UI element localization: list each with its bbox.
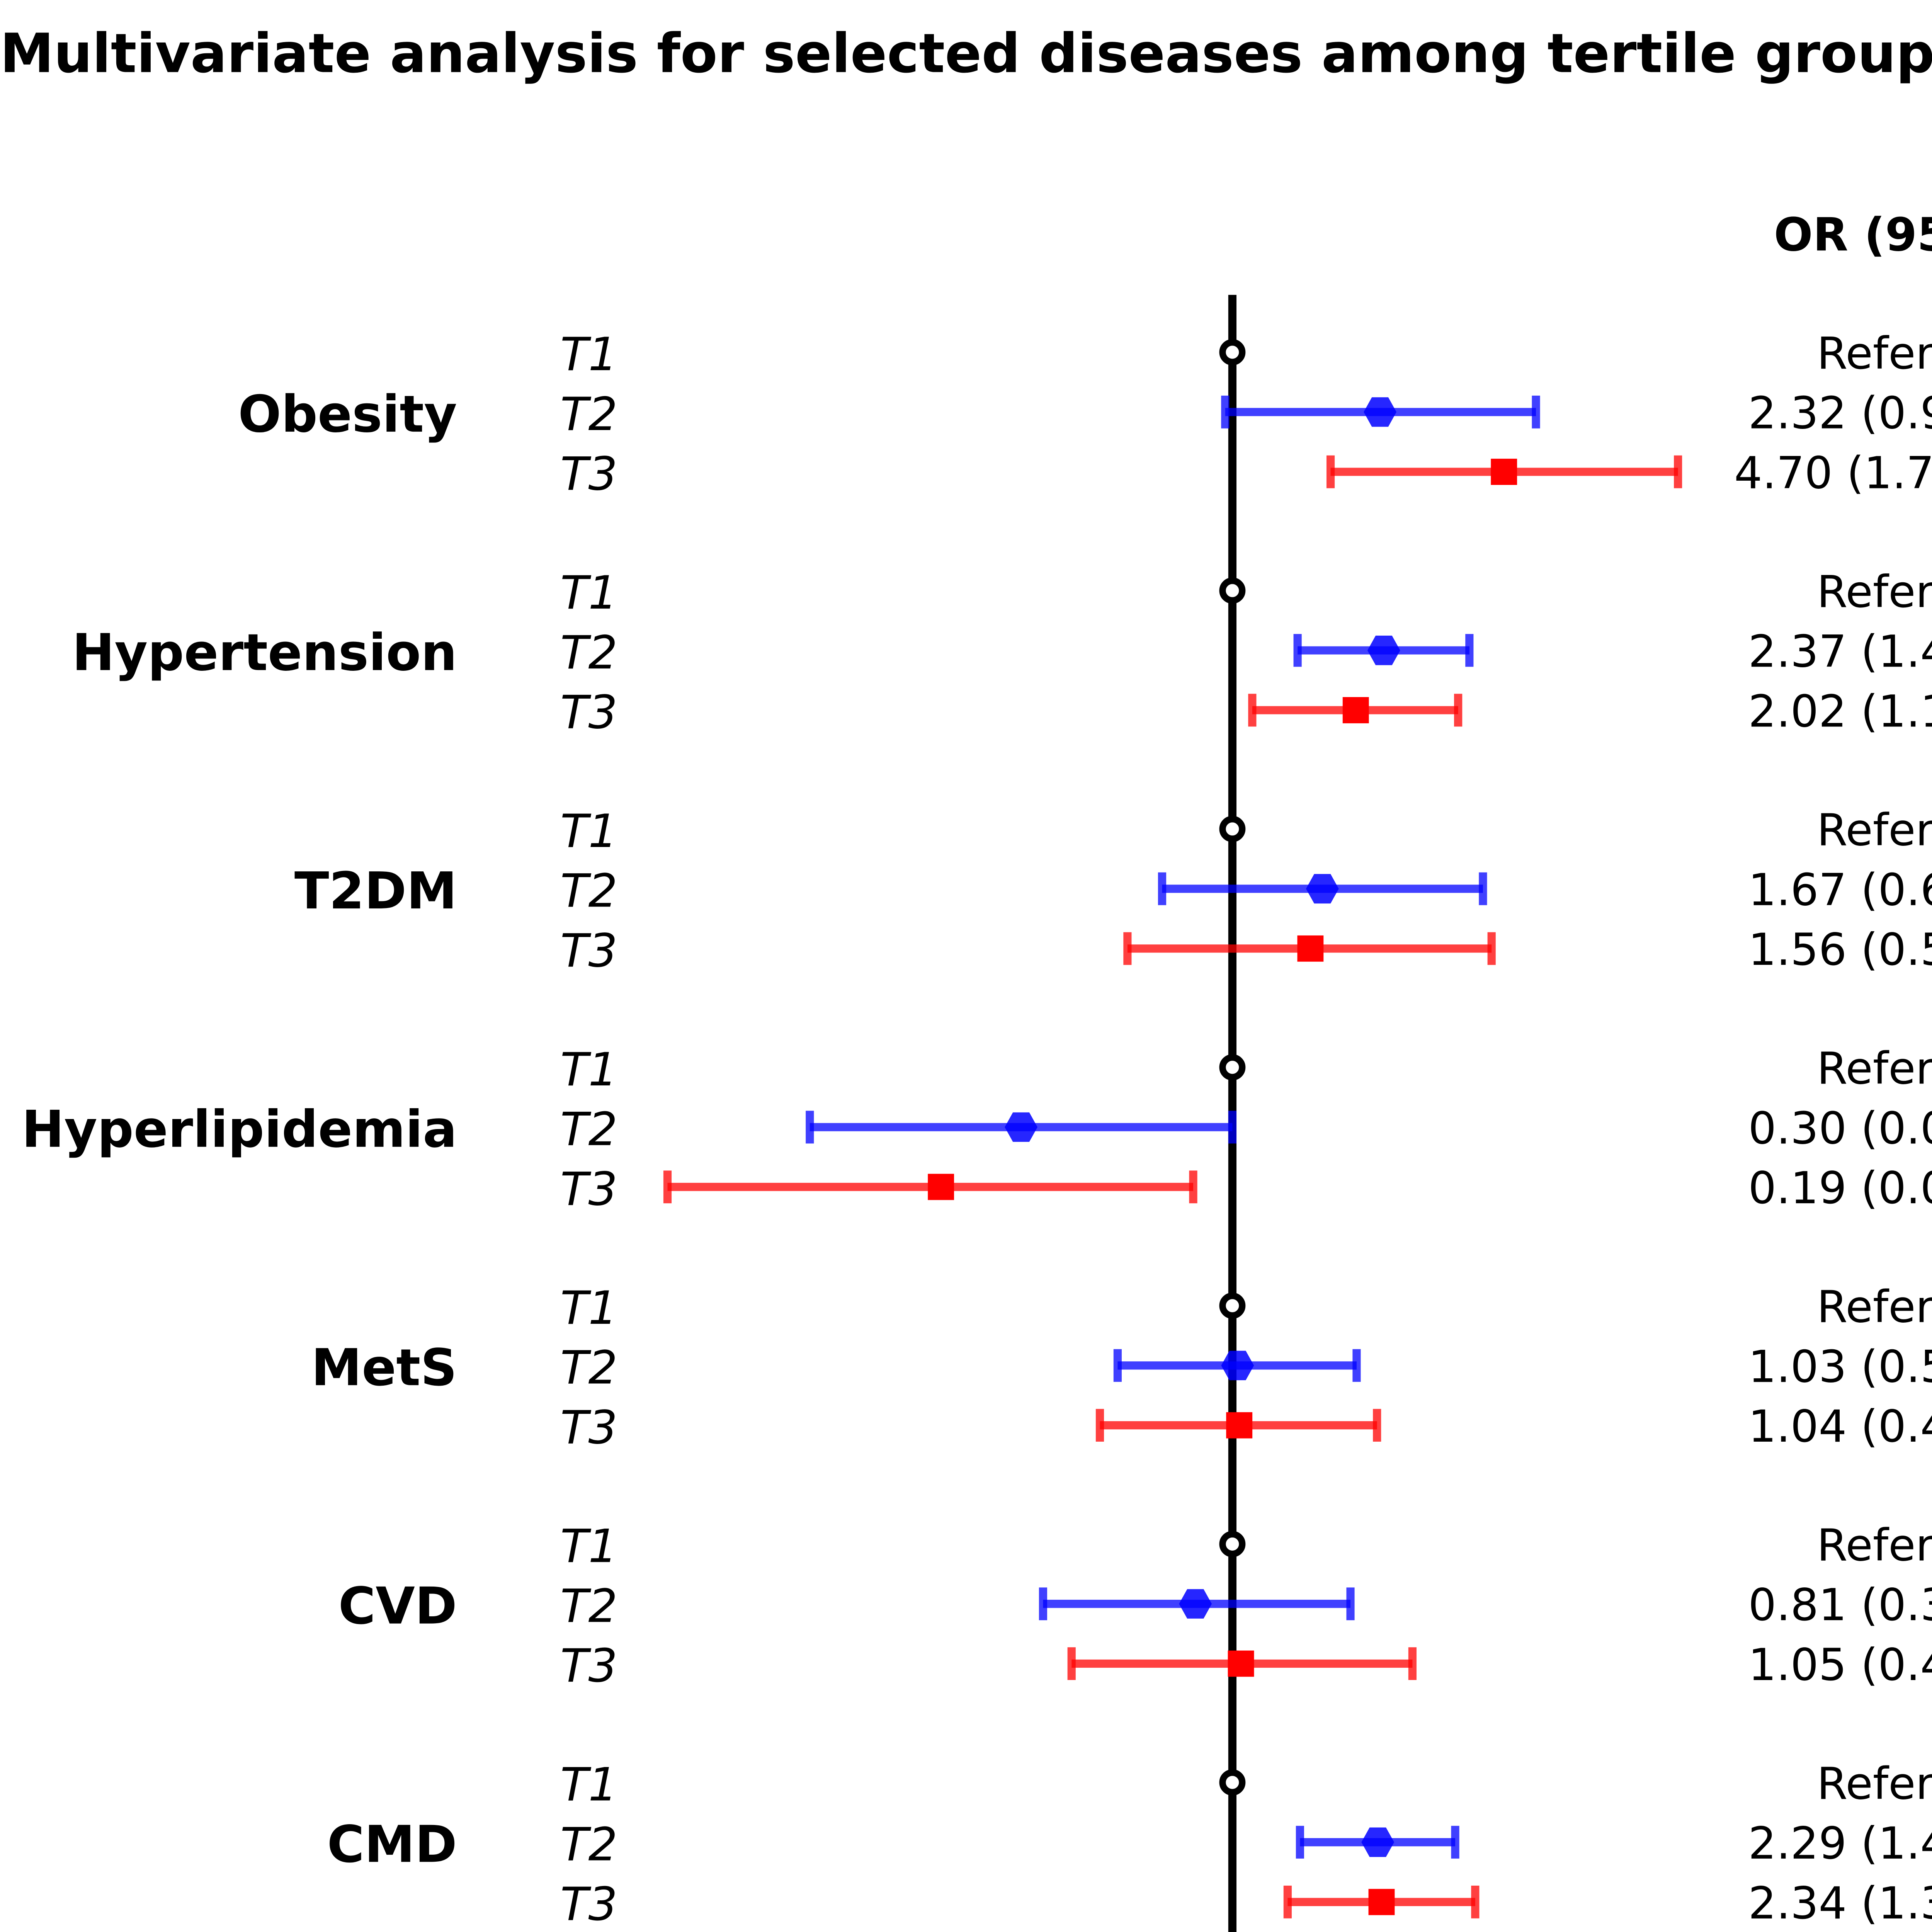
or-ci-value: 0.81 (0.34-1.96): [1748, 1579, 1932, 1631]
disease-group-mets: MetST1ReferenceT21.03 (0.52-2.03)0.943T3…: [311, 1281, 1932, 1454]
or-ci-value: Reference: [1817, 1281, 1932, 1333]
or-ci-value: 1.56 (0.55-4.38): [1748, 924, 1932, 975]
tertile-label: T1: [560, 328, 617, 381]
or-point-hexagon: [1005, 1112, 1037, 1142]
disease-label: Hypertension: [72, 623, 457, 682]
tertile-label: T2: [560, 1818, 617, 1871]
tertile-label: T3: [560, 1162, 617, 1216]
disease-label: T2DM: [294, 861, 457, 920]
or-point-hexagon: [1179, 1589, 1212, 1619]
reference-point-circle: [1219, 1769, 1246, 1796]
or-point-hexagon: [1306, 874, 1339, 904]
tertile-label: T2: [560, 388, 617, 441]
or-ci-value: Reference: [1817, 566, 1932, 617]
reference-point-circle: [1219, 339, 1246, 366]
tertile-label: T3: [560, 924, 617, 977]
disease-group-t2dm: T2DMT1ReferenceT21.67 (0.67-4.17)0.271T3…: [294, 804, 1932, 978]
tertile-label: T3: [560, 686, 617, 739]
or-point-hexagon: [1367, 636, 1400, 665]
disease-group-hyperlipidemia: Hyperlipidemia T1 Reference T2 0.30 (0.09-1.…: [22, 1043, 1932, 1216]
or-ci-value: 0.19 (0.04-0.80): [1748, 1162, 1932, 1214]
tertile-label: T3: [560, 1878, 617, 1931]
or-ci-value: 1.05 (0.40-2.79): [1748, 1639, 1932, 1690]
reference-point-circle: [1219, 816, 1246, 842]
reference-point-circle: [1219, 1531, 1246, 1557]
or-ci-value: 0.30 (0.09-1.00): [1748, 1102, 1932, 1154]
or-point-hexagon: [1361, 1827, 1395, 1857]
tertile-label: T1: [560, 566, 617, 619]
or-ci-value: 4.70 (1.75-12.67): [1734, 447, 1932, 498]
tertile-label: T1: [560, 804, 617, 858]
or-ci-value: 2.34 (1.37-3.99): [1748, 1878, 1932, 1929]
disease-label: Hyperlipidemia: [22, 1100, 457, 1159]
tertile-label: T1: [560, 1758, 617, 1811]
tertile-label: T3: [560, 1639, 617, 1692]
tertile-label: T1: [560, 1281, 617, 1335]
or-ci-value: 2.32 (0.96-5.64): [1748, 388, 1932, 439]
or-ci-value: Reference: [1817, 1043, 1932, 1094]
disease-label: CMD: [327, 1815, 457, 1874]
disease-label: Obesity: [238, 384, 457, 444]
disease-group-cvd: CVDT1ReferenceT20.81 (0.34-1.96)0.639T31…: [338, 1519, 1932, 1692]
or-ci-value: Reference: [1817, 1758, 1932, 1809]
or-ci-value: 2.37 (1.45-3.86): [1748, 626, 1932, 677]
tertile-label: T2: [560, 1341, 617, 1395]
or-point-square: [1226, 1412, 1253, 1439]
or-ci-value: Reference: [1817, 804, 1932, 856]
or-ci-value: 1.03 (0.52-2.03): [1748, 1341, 1932, 1392]
or-ci-value: 2.02 (1.12-3.62): [1748, 685, 1932, 737]
or-point-hexagon: [1364, 397, 1397, 427]
or-point-square: [1342, 697, 1369, 723]
disease-label: CVD: [338, 1577, 457, 1636]
or-ci-value: 1.04 (0.47-2.28): [1748, 1401, 1932, 1452]
tertile-label: T3: [560, 1401, 617, 1454]
reference-point-circle: [1219, 577, 1246, 604]
reference-point-circle: [1219, 1054, 1246, 1081]
or-point-square: [1297, 935, 1324, 962]
tertile-label: T2: [560, 626, 617, 679]
or-ci-value: 1.67 (0.67-4.17): [1748, 864, 1932, 915]
tertile-label: T3: [560, 447, 617, 501]
tertile-label: T2: [560, 864, 617, 918]
forest-rows: ObesityT1ReferenceT22.32 (0.96-5.64)0.06…: [22, 295, 1932, 1932]
or-ci-value: 2.29 (1.47-3.56): [1748, 1818, 1932, 1869]
tertile-label: T1: [560, 1043, 617, 1096]
or-point-square: [1228, 1650, 1254, 1677]
chart-title: Multivariate analysis for selected disea…: [0, 22, 1932, 85]
disease-group-hypertension: Hypertension T1 Reference T2 2.37 (1.45-3.86…: [72, 566, 1932, 739]
tertile-label: T2: [560, 1579, 617, 1633]
tertile-label: T1: [560, 1520, 617, 1573]
reference-point-circle: [1219, 1293, 1246, 1319]
or-ci-value: Reference: [1817, 1519, 1932, 1571]
or-point-square: [1491, 459, 1517, 485]
or-point-square: [1368, 1889, 1395, 1915]
or-point-hexagon: [1221, 1350, 1254, 1381]
or-ci-value: Reference: [1817, 328, 1932, 379]
or-ci-column-header: OR (95% CI): [1774, 208, 1932, 262]
or-point-square: [928, 1173, 954, 1200]
tertile-label: T2: [560, 1103, 617, 1156]
disease-label: MetS: [311, 1338, 457, 1397]
disease-group-cmd: CMDT1ReferenceT22.29 (1.47-3.56)< 0.001T…: [327, 1758, 1932, 1931]
disease-group-obesity: ObesityT1ReferenceT22.32 (0.96-5.64)0.06…: [238, 328, 1932, 501]
